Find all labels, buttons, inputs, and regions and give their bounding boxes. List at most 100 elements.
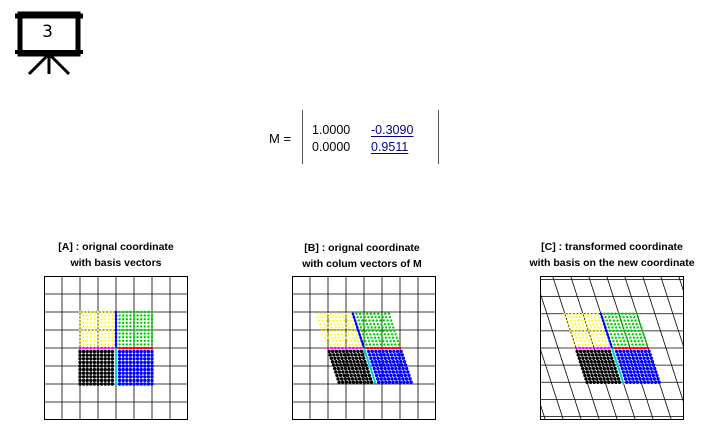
data-point bbox=[360, 329, 364, 333]
data-point bbox=[576, 329, 579, 332]
data-point bbox=[92, 357, 97, 361]
data-point bbox=[110, 367, 115, 372]
data-point bbox=[355, 359, 360, 364]
data-point bbox=[320, 326, 323, 329]
data-point bbox=[629, 315, 632, 319]
data-point bbox=[132, 357, 136, 361]
data-point bbox=[568, 326, 571, 329]
data-point bbox=[606, 312, 610, 315]
data-point bbox=[576, 353, 580, 357]
data-point bbox=[117, 364, 122, 368]
data-point bbox=[85, 353, 89, 357]
data-point bbox=[357, 363, 361, 367]
data-point bbox=[361, 377, 365, 381]
data-point bbox=[107, 364, 111, 368]
data-point bbox=[371, 339, 374, 343]
data-point bbox=[392, 373, 397, 378]
data-point bbox=[591, 366, 596, 371]
data-point bbox=[616, 377, 621, 381]
data-point bbox=[327, 326, 330, 329]
data-point bbox=[330, 336, 333, 339]
data-point bbox=[383, 343, 386, 346]
data-point bbox=[367, 349, 371, 354]
data-point bbox=[89, 343, 92, 346]
data-point bbox=[597, 373, 601, 378]
data-point bbox=[384, 380, 388, 384]
data-point bbox=[344, 370, 349, 374]
panel-a-title: [A] : orignal coordinate with basis vect… bbox=[1, 239, 231, 271]
data-point bbox=[635, 356, 639, 360]
data-point bbox=[631, 366, 635, 371]
data-point bbox=[99, 375, 104, 379]
data-point bbox=[354, 356, 359, 360]
data-point bbox=[150, 332, 154, 335]
data-point bbox=[92, 360, 97, 365]
data-point bbox=[89, 364, 93, 368]
data-point bbox=[110, 360, 115, 365]
data-point bbox=[110, 353, 115, 357]
data-point bbox=[341, 326, 344, 329]
data-point bbox=[103, 364, 107, 368]
data-point bbox=[338, 349, 342, 354]
data-point bbox=[326, 323, 329, 326]
data-point bbox=[326, 346, 330, 350]
data-point bbox=[92, 367, 97, 372]
matrix-cell-r2c2[interactable]: 0.9511 bbox=[371, 140, 409, 154]
matrix-cell-r1c2[interactable]: -0.3090 bbox=[371, 123, 414, 137]
data-point bbox=[351, 333, 354, 336]
data-point bbox=[574, 323, 577, 326]
negative-y-axis bbox=[611, 347, 624, 383]
data-point bbox=[651, 363, 656, 367]
data-point bbox=[370, 326, 373, 329]
data-point bbox=[99, 382, 104, 386]
data-point bbox=[383, 333, 386, 336]
data-point bbox=[147, 314, 150, 317]
data-point bbox=[589, 359, 593, 364]
data-point bbox=[92, 371, 97, 375]
data-point bbox=[139, 375, 143, 379]
negative-y-axis bbox=[363, 347, 376, 383]
data-point bbox=[597, 340, 600, 343]
data-point bbox=[132, 353, 136, 357]
data-point bbox=[100, 339, 103, 342]
data-point bbox=[125, 343, 128, 346]
data-point bbox=[600, 336, 603, 339]
data-point bbox=[380, 370, 385, 374]
data-point bbox=[140, 339, 143, 342]
data-point bbox=[373, 322, 376, 326]
data-point bbox=[125, 378, 129, 383]
data-point bbox=[330, 359, 335, 364]
data-point bbox=[360, 363, 365, 367]
data-point bbox=[147, 321, 150, 324]
data-point bbox=[143, 332, 146, 335]
data-point bbox=[326, 333, 329, 336]
data-point bbox=[593, 326, 596, 329]
data-point bbox=[602, 356, 607, 360]
data-point bbox=[342, 373, 346, 378]
data-point bbox=[335, 329, 338, 332]
data-point bbox=[629, 359, 633, 364]
data-point bbox=[607, 315, 611, 319]
data-point bbox=[89, 378, 93, 383]
data-point bbox=[128, 382, 133, 386]
data-point bbox=[82, 311, 85, 313]
data-point bbox=[606, 343, 609, 346]
data-point bbox=[82, 339, 85, 342]
data-point bbox=[89, 311, 92, 313]
data-point bbox=[331, 326, 334, 329]
data-point bbox=[626, 363, 631, 367]
data-point bbox=[118, 325, 121, 328]
data-point bbox=[143, 378, 147, 383]
data-point bbox=[107, 382, 111, 386]
data-point bbox=[587, 329, 590, 332]
data-point bbox=[81, 375, 86, 379]
data-point bbox=[117, 357, 122, 361]
data-point bbox=[385, 339, 389, 343]
data-point bbox=[342, 363, 347, 367]
data-point bbox=[644, 353, 649, 357]
data-point bbox=[569, 329, 572, 332]
data-point bbox=[345, 316, 348, 319]
data-point bbox=[350, 329, 353, 332]
data-point bbox=[594, 319, 597, 322]
data-point bbox=[96, 382, 100, 386]
